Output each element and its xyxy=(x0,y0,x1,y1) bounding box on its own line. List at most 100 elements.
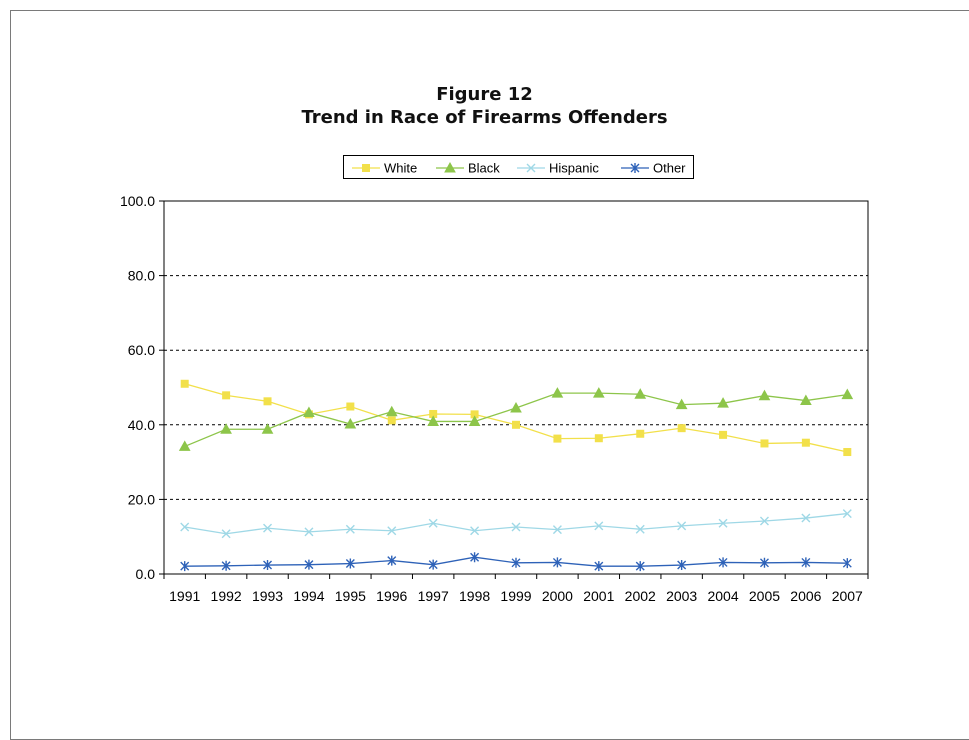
legend-svg: White Black Hispanic Other xyxy=(352,161,686,176)
legend-label-black: Black xyxy=(468,161,500,176)
x-tick-label: 1994 xyxy=(293,588,324,604)
data-point-other xyxy=(718,557,728,568)
data-point-hispanic xyxy=(677,521,687,531)
data-point-white xyxy=(801,438,810,447)
data-point-hispanic xyxy=(345,524,355,534)
data-point-hispanic xyxy=(470,526,480,536)
data-point-hispanic xyxy=(759,516,769,526)
legend-marker-other xyxy=(630,163,640,173)
line-chart: 0.0 20.0 40.0 60.0 80.0 100.0 1991 1992 1993 1994… xyxy=(120,193,869,604)
y-tick-label: 60.0 xyxy=(128,342,155,358)
data-point-white xyxy=(387,416,396,425)
series-white xyxy=(180,379,852,457)
data-point-white xyxy=(553,434,562,443)
data-point-black xyxy=(675,398,688,410)
legend-marker-black xyxy=(444,161,456,173)
data-point-white xyxy=(222,391,231,400)
x-tick-label: 1996 xyxy=(376,588,407,604)
data-point-white xyxy=(843,448,852,457)
y-tick-label: 40.0 xyxy=(128,417,155,433)
data-point-black xyxy=(178,440,191,451)
data-point-white xyxy=(263,397,272,406)
x-tick-label: 1997 xyxy=(418,588,449,604)
data-point-hispanic xyxy=(552,525,562,535)
x-tick-label: 2000 xyxy=(542,588,573,604)
data-point-white xyxy=(760,439,769,448)
x-tick-label: 1998 xyxy=(459,588,490,604)
data-point-white xyxy=(346,402,355,411)
data-point-black xyxy=(717,397,729,408)
series-other xyxy=(180,552,852,572)
data-point-black xyxy=(510,401,522,413)
data-point-hispanic xyxy=(180,522,190,532)
data-point-other xyxy=(263,560,273,571)
data-point-black xyxy=(551,387,564,398)
data-point-hispanic xyxy=(594,521,604,531)
legend-entry-black: Black xyxy=(436,161,500,176)
figure-label: Figure 12 xyxy=(436,84,533,105)
data-point-hispanic xyxy=(511,522,521,532)
data-point-hispanic xyxy=(221,529,231,539)
legend-entry-other: Other xyxy=(621,161,686,176)
data-point-hispanic xyxy=(428,518,438,528)
data-point-other xyxy=(594,561,604,572)
data-point-other xyxy=(428,559,438,570)
data-point-black xyxy=(344,418,357,429)
plot-area-border xyxy=(163,200,869,575)
x-tick-label: 2005 xyxy=(749,588,780,604)
data-point-hispanic xyxy=(718,518,728,528)
data-point-hispanic xyxy=(842,509,852,519)
x-tick-label: 2004 xyxy=(707,588,738,604)
data-point-white xyxy=(594,434,603,443)
data-point-other xyxy=(511,557,521,568)
x-tick-label: 2003 xyxy=(666,588,697,604)
figure-title: Trend in Race of Firearms Offenders xyxy=(301,107,668,128)
legend-entry-white: White xyxy=(352,161,417,176)
data-point-black xyxy=(303,406,315,417)
y-tick-label: 100.0 xyxy=(120,193,155,209)
data-point-other xyxy=(677,560,687,571)
data-point-black xyxy=(634,388,647,399)
series-line-hispanic xyxy=(184,512,848,535)
data-point-other xyxy=(801,557,811,568)
data-point-other xyxy=(470,552,480,563)
legend-marker-hispanic xyxy=(526,163,536,173)
data-point-hispanic xyxy=(801,513,811,523)
legend-label-hispanic: Hispanic xyxy=(549,161,599,176)
series-line-white xyxy=(184,383,848,453)
data-point-white xyxy=(677,424,686,433)
x-tick-label: 1992 xyxy=(211,588,242,604)
legend-label-other: Other xyxy=(653,161,686,176)
x-tick-label: 1993 xyxy=(252,588,283,604)
y-tick-label: 80.0 xyxy=(128,268,155,284)
data-point-black xyxy=(261,423,274,434)
x-tick-label: 2002 xyxy=(625,588,656,604)
data-point-hispanic xyxy=(635,524,645,534)
series-line-black xyxy=(184,392,848,448)
data-point-other xyxy=(842,558,852,569)
data-point-other xyxy=(552,557,562,568)
x-tick-label: 1995 xyxy=(335,588,366,604)
data-point-hispanic xyxy=(387,526,397,536)
x-tick-label: 2007 xyxy=(832,588,863,604)
legend-label-white: White xyxy=(384,161,417,176)
data-point-other xyxy=(304,559,314,570)
data-point-other xyxy=(221,560,231,571)
data-point-other xyxy=(180,561,190,572)
data-point-white xyxy=(512,420,520,429)
data-point-hispanic xyxy=(263,523,273,533)
data-point-white xyxy=(180,379,189,388)
data-point-black xyxy=(385,405,398,417)
data-point-black xyxy=(427,415,440,426)
x-tick-label: 2006 xyxy=(790,588,821,604)
legend-marker-white xyxy=(362,164,370,172)
series-black xyxy=(178,387,854,451)
x-tick-label: 1991 xyxy=(169,588,200,604)
x-tick-label: 1999 xyxy=(500,588,531,604)
legend-entry-hispanic: Hispanic xyxy=(517,161,599,176)
data-point-hispanic xyxy=(304,527,314,537)
data-point-other xyxy=(345,558,355,569)
y-tick-label: 20.0 xyxy=(128,491,155,507)
data-point-white xyxy=(719,430,728,439)
series-hispanic xyxy=(180,509,852,539)
